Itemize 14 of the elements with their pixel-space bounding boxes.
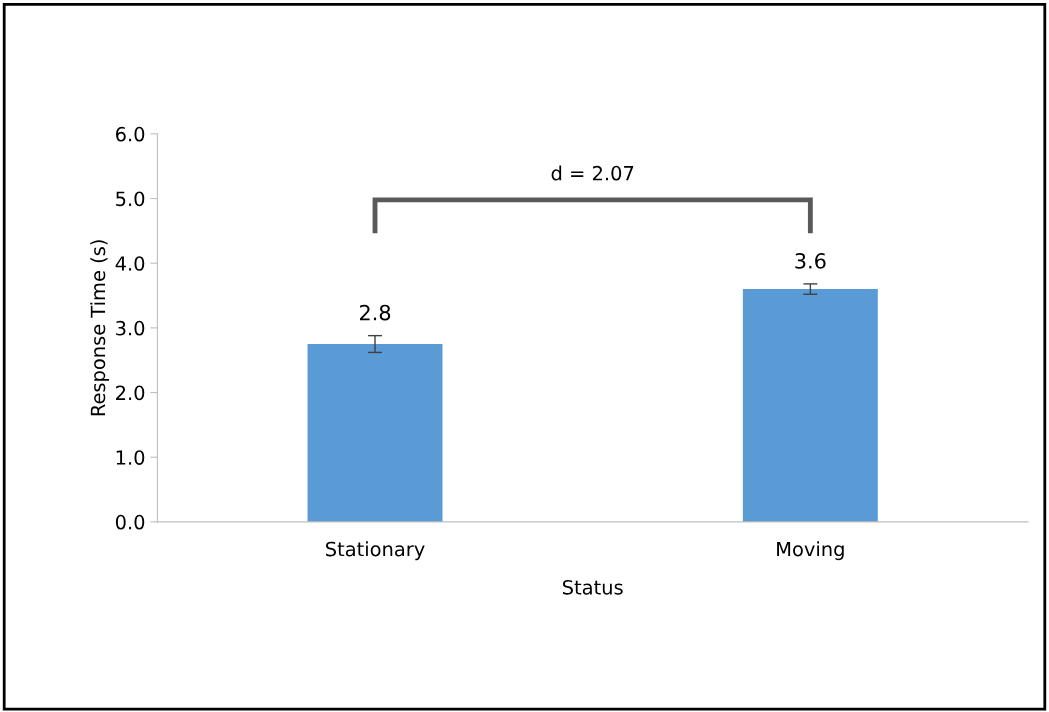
y-axis-title: Response Time (s) [90, 240, 110, 416]
x-tick-label: Stationary [326, 541, 425, 561]
data-label: 2.8 [359, 304, 391, 321]
y-tick-label: 5.0 [116, 191, 145, 207]
y-tick-label: 6.0 [115, 126, 145, 142]
y-tick-label: 4.0 [115, 256, 145, 271]
x-axis-title: Status [562, 579, 623, 595]
data-label: 3.6 [795, 252, 826, 269]
y-tick-label: 0.0 [115, 514, 145, 530]
x-tick-label: Moving [777, 541, 844, 561]
y-tick-label: 2.0 [116, 385, 145, 401]
y-tick-label: 3.0 [116, 320, 145, 336]
annotation: d = 2.07 [551, 165, 634, 181]
y-tick-label: 1.0 [116, 450, 145, 465]
